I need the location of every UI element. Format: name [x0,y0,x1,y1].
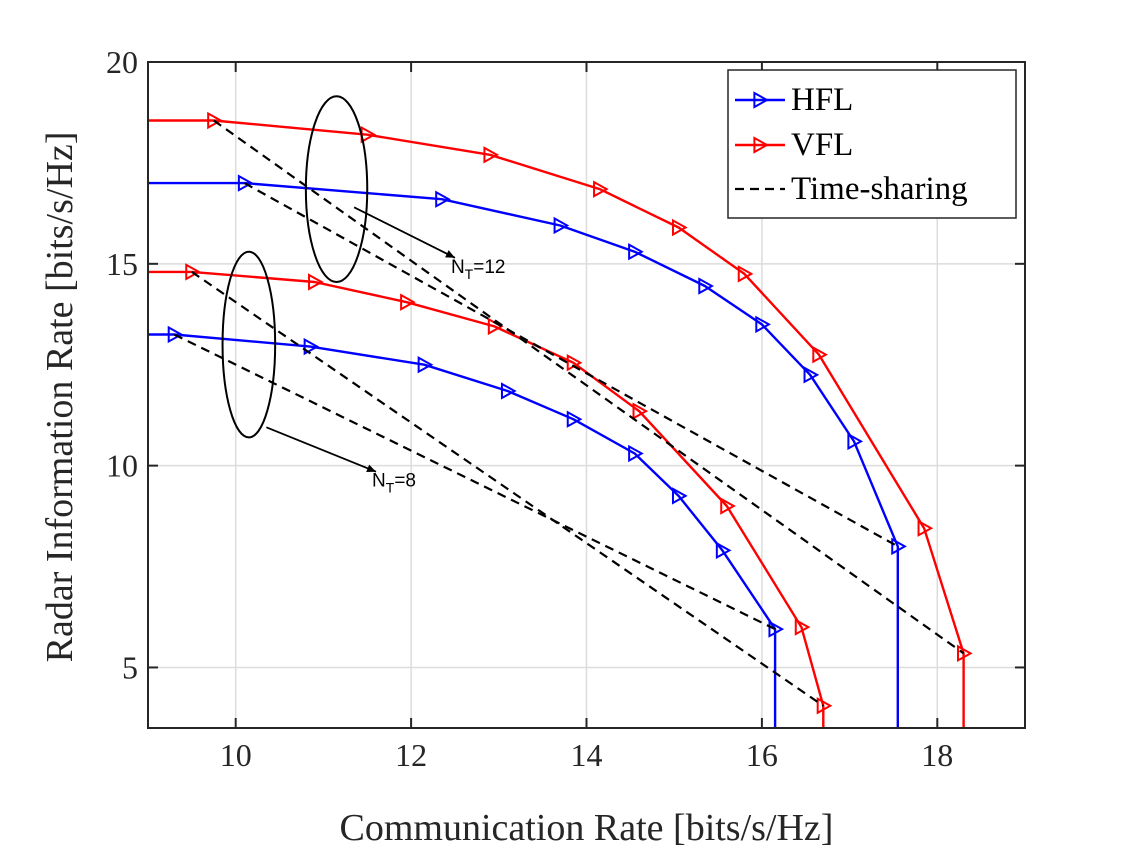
x-tick-label: 12 [395,737,427,773]
annotation-arrow [266,426,377,473]
y-tick-label: 5 [122,649,138,685]
data-point [812,345,828,364]
annotation-arrowhead [366,464,377,473]
time-sharing-line [191,270,824,707]
legend: HFL VFL Time-sharing [727,69,1017,219]
x-tick-label: 16 [746,737,778,773]
legend-item-time-sharing: Time-sharing [735,171,968,207]
data-point [737,265,754,283]
data-point [417,356,434,374]
series-vfl [148,263,833,728]
data-point [553,216,570,235]
x-tick-label: 10 [220,737,252,773]
data-point [628,243,644,261]
data-point [167,325,184,344]
series-line [148,333,777,728]
data-point [891,537,907,556]
series-time-sharing [243,182,899,548]
data-point [237,174,254,192]
annotation-ellipse [304,95,369,283]
data-point [500,382,517,400]
annotation-nt-8: NT=8 [221,250,416,496]
series-hfl [148,174,907,728]
series-time-sharing [173,333,776,631]
series-line [148,181,899,728]
data-point [593,180,609,198]
series-hfl [148,325,785,728]
series-time-sharing [213,119,965,655]
series-line [148,119,965,728]
x-tick-label: 14 [571,737,603,773]
x-tick-label: 18 [921,737,953,773]
data-point [308,273,324,291]
series-time-sharing [191,270,824,707]
data-point [720,497,736,515]
data-point [755,315,771,334]
y-tick-label: 20 [106,44,138,80]
plot-area [148,111,973,728]
data-point [957,644,973,663]
data-point [400,293,416,311]
annotation-arrowhead [445,250,455,258]
data-point [671,218,688,237]
data-point [207,111,223,130]
legend-label: VFL [791,127,853,163]
series-line [148,270,825,728]
legend-label: HFL [791,82,853,118]
data-point [566,410,583,428]
data-point [483,146,500,164]
data-point [435,190,451,208]
axis-ticks: 10 12 14 16 18 5 10 15 20 [106,44,1025,773]
legend-item-hfl: HFL [735,82,853,118]
data-point [715,541,732,560]
y-tick-label: 15 [106,246,138,282]
data-point [632,402,649,420]
time-sharing-line [173,333,776,631]
data-point [847,432,864,451]
data-point [768,620,785,638]
y-axis-title: Radar Information Rate [bits/s/Hz] [39,132,81,663]
data-point [671,487,688,505]
annotation-nt-12: NT=12 [304,95,506,283]
annotation-label: NT=12 [451,257,506,282]
data-point [917,519,934,537]
y-tick-label: 10 [106,448,138,484]
x-axis-title: Communication Rate [bits/s/Hz] [340,807,834,849]
data-point [303,337,320,356]
data-point [816,697,833,715]
annotation-ellipse [221,250,277,439]
annotations: NT=12 NT=8 [221,95,506,496]
data-point [185,263,201,281]
legend-item-vfl: VFL [735,127,853,163]
legend-marker [753,91,770,109]
time-sharing-line [243,182,899,548]
annotation-label: NT=8 [372,471,416,496]
data-point [794,618,811,636]
legend-label: Time-sharing [791,171,968,207]
annotation-arrow [353,206,456,259]
data-point [698,277,714,295]
time-sharing-line [213,119,965,655]
data-point [628,444,644,463]
legend-marker [753,136,770,154]
data-point [803,366,820,384]
